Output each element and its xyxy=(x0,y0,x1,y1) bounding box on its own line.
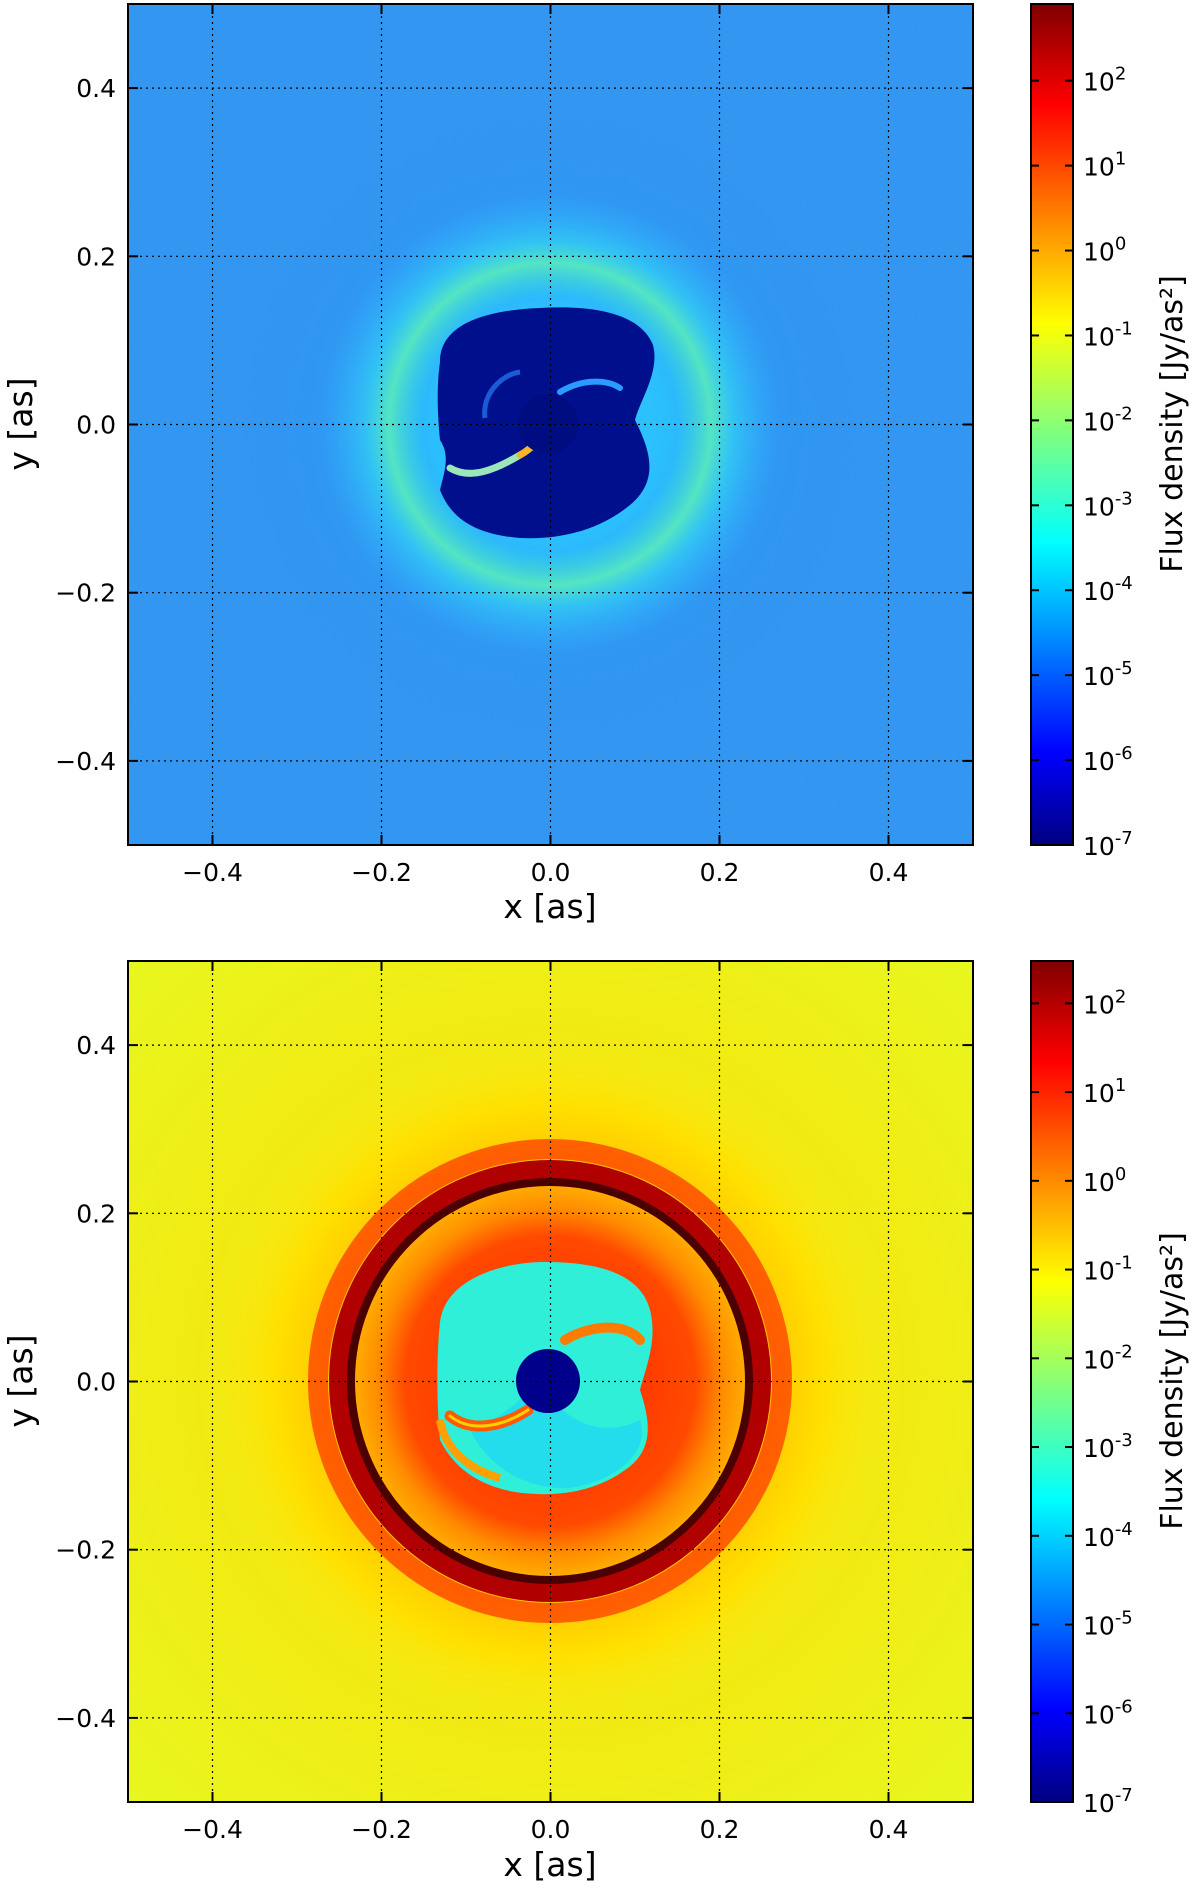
bottom-x-tick-label: 0.4 xyxy=(869,1815,909,1844)
bottom-heatmap-panel: −0.4 −0.2 0.0 0.2 0.4 0.4 0.2 0.0 −0.2 −0.4 x [as… xyxy=(1,960,1190,1884)
top-y-tick-label: 0.0 xyxy=(76,411,116,440)
top-colorbar-tick-label: 10-3 xyxy=(1083,488,1133,521)
top-colorbar-label: Flux density [Jy/as²] xyxy=(1155,275,1190,573)
bottom-colorbar-label: Flux density [Jy/as²] xyxy=(1155,1232,1190,1530)
top-x-tick-label: 0.4 xyxy=(869,858,909,887)
bottom-colorbar-ticks: 102 101 100 10-1 10-2 10-3 10-4 10-5 10-6 10-7 xyxy=(1031,986,1133,1818)
top-colorbar-tick-label: 100 xyxy=(1083,234,1126,267)
top-axis-ticks: −0.4 −0.2 0.0 0.2 0.4 0.4 0.2 0.0 −0.2 −0.4 xyxy=(55,4,973,887)
bottom-colorbar-tick-label: 10-2 xyxy=(1083,1341,1133,1374)
top-grid xyxy=(128,4,973,845)
bottom-x-axis-label: x [as] xyxy=(503,1845,596,1884)
bottom-x-tick-label: −0.4 xyxy=(182,1815,243,1844)
top-colorbar-tick-label: 10-7 xyxy=(1083,828,1133,861)
bottom-y-tick-label: 0.2 xyxy=(76,1199,116,1228)
bottom-x-tick-label: 0.0 xyxy=(531,1815,571,1844)
top-y-tick-label: 0.4 xyxy=(76,74,116,103)
top-colorbar-frame xyxy=(1030,3,1074,846)
bottom-y-tick-label: −0.4 xyxy=(55,1704,116,1733)
bottom-colorbar-tick-label: 10-3 xyxy=(1083,1430,1133,1463)
bottom-colorbar-tick-label: 102 xyxy=(1083,986,1126,1019)
top-y-tick-label: 0.2 xyxy=(76,242,116,271)
bottom-colorbar-tick-label: 100 xyxy=(1083,1164,1126,1197)
bottom-colorbar xyxy=(1031,961,1073,1802)
bottom-colorbar-tick-label: 10-4 xyxy=(1083,1519,1133,1552)
top-colorbar-tick-label: 10-4 xyxy=(1083,573,1133,606)
top-y-tick-label: −0.2 xyxy=(55,579,116,608)
bottom-y-axis-label: y [as] xyxy=(1,1334,40,1427)
bottom-colorbar-frame xyxy=(1030,960,1074,1803)
top-x-tick-label: −0.4 xyxy=(182,858,243,887)
bottom-axis-ticks: −0.4 −0.2 0.0 0.2 0.4 0.4 0.2 0.0 −0.2 −0.4 xyxy=(55,961,973,1844)
top-colorbar xyxy=(1031,4,1073,845)
bottom-colorbar-tick-label: 101 xyxy=(1083,1075,1126,1108)
top-colorbar-tick-label: 10-1 xyxy=(1083,318,1133,351)
bottom-colorbar-tick-label: 10-7 xyxy=(1083,1785,1133,1818)
bottom-colorbar-tick-label: 10-1 xyxy=(1083,1253,1133,1286)
top-y-tick-label: −0.4 xyxy=(55,747,116,776)
top-x-tick-label: −0.2 xyxy=(351,858,412,887)
top-heatmap-panel: −0.4 −0.2 0.0 0.2 0.4 0.4 0.2 0.0 −0.2 −0.4 x [as… xyxy=(1,3,1190,926)
bottom-y-tick-label: 0.0 xyxy=(76,1368,116,1397)
top-x-tick-label: 0.2 xyxy=(700,858,740,887)
bottom-x-tick-label: −0.2 xyxy=(351,1815,412,1844)
top-x-tick-label: 0.0 xyxy=(531,858,571,887)
bottom-colorbar-tick-label: 10-5 xyxy=(1083,1608,1133,1641)
bottom-grid xyxy=(128,961,973,1802)
bottom-y-tick-label: −0.2 xyxy=(55,1536,116,1565)
top-colorbar-tick-label: 102 xyxy=(1083,64,1126,97)
bottom-y-tick-label: 0.4 xyxy=(76,1031,116,1060)
top-y-axis-label: y [as] xyxy=(1,377,40,470)
bottom-x-tick-label: 0.2 xyxy=(700,1815,740,1844)
bottom-colorbar-tick-label: 10-6 xyxy=(1083,1696,1133,1729)
top-colorbar-tick-label: 10-2 xyxy=(1083,403,1133,436)
top-colorbar-tick-label: 101 xyxy=(1083,149,1126,182)
top-x-axis-label: x [as] xyxy=(503,887,596,926)
top-colorbar-ticks: 102 101 100 10-1 10-2 10-3 10-4 10-5 10-6 10-7 xyxy=(1031,64,1133,861)
top-colorbar-tick-label: 10-6 xyxy=(1083,743,1133,776)
top-colorbar-tick-label: 10-5 xyxy=(1083,658,1133,691)
